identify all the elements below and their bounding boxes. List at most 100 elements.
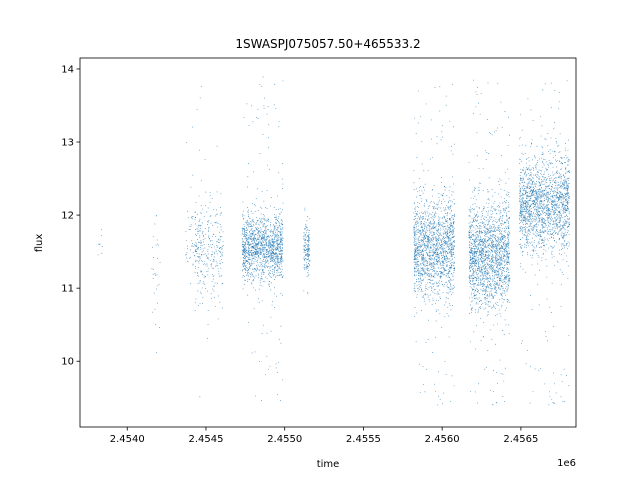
data-point	[260, 213, 262, 215]
data-point	[446, 242, 448, 244]
data-point	[422, 269, 424, 271]
data-point	[508, 226, 510, 228]
data-point	[431, 189, 433, 191]
data-point	[453, 126, 454, 128]
data-point	[488, 230, 490, 231]
data-point	[249, 278, 251, 280]
data-point	[483, 208, 485, 210]
data-point	[446, 232, 448, 234]
data-point	[451, 247, 453, 249]
data-point	[305, 254, 306, 256]
data-point	[414, 275, 416, 277]
data-point	[247, 238, 248, 240]
data-point	[445, 220, 446, 222]
data-point	[487, 251, 489, 253]
data-point	[241, 276, 243, 278]
data-point	[445, 187, 447, 189]
data-point	[424, 276, 426, 278]
data-point	[242, 240, 244, 242]
data-point	[267, 266, 269, 268]
data-point	[472, 234, 474, 236]
data-point	[208, 237, 210, 239]
data-point	[260, 253, 261, 255]
data-point	[450, 231, 452, 233]
data-point	[483, 289, 485, 291]
data-point	[247, 186, 249, 188]
data-point	[479, 264, 481, 266]
data-point	[476, 241, 478, 242]
data-point	[422, 243, 424, 245]
data-point	[474, 238, 476, 240]
data-point	[414, 259, 416, 261]
data-point	[281, 188, 283, 189]
data-point	[478, 187, 480, 189]
data-point	[216, 246, 218, 248]
data-point	[428, 255, 430, 257]
data-point	[442, 242, 444, 244]
data-point	[444, 249, 446, 251]
data-point	[413, 239, 415, 241]
data-point	[429, 205, 431, 207]
data-point	[485, 232, 487, 234]
data-point	[504, 277, 506, 279]
data-point	[476, 231, 478, 233]
data-point	[471, 277, 473, 279]
data-point	[507, 226, 509, 228]
data-point	[450, 309, 452, 311]
data-point	[414, 218, 415, 220]
data-point	[451, 215, 453, 217]
data-point	[219, 239, 221, 241]
data-point	[470, 211, 472, 213]
data-point	[199, 279, 201, 281]
data-point	[241, 254, 243, 255]
data-point	[253, 307, 255, 309]
data-point	[497, 268, 499, 270]
data-point	[275, 231, 277, 233]
data-point	[502, 215, 504, 217]
data-point	[423, 262, 425, 264]
data-point	[499, 261, 501, 263]
data-point	[417, 270, 419, 272]
data-point	[483, 280, 485, 282]
data-point	[259, 245, 261, 246]
data-point	[501, 286, 503, 288]
data-point	[494, 288, 495, 289]
data-point	[427, 264, 429, 266]
data-point	[481, 250, 483, 252]
data-point	[477, 239, 479, 240]
data-point	[248, 275, 250, 277]
data-point	[473, 218, 475, 220]
data-point	[281, 258, 283, 259]
data-point	[248, 234, 250, 236]
data-point	[475, 311, 477, 313]
data-point	[488, 231, 490, 233]
data-point	[212, 235, 214, 237]
data-point	[424, 272, 425, 274]
data-point	[491, 295, 493, 297]
data-point	[451, 254, 453, 256]
data-point	[506, 289, 508, 291]
data-point	[468, 208, 470, 210]
data-point	[426, 200, 427, 202]
data-point	[484, 243, 486, 245]
data-point	[490, 210, 492, 212]
data-point	[430, 276, 432, 278]
data-point	[416, 279, 417, 281]
data-point	[212, 233, 214, 235]
data-point	[416, 211, 418, 213]
data-point	[261, 237, 263, 238]
data-point	[451, 258, 453, 260]
data-point	[207, 207, 209, 209]
data-point	[420, 198, 422, 200]
data-point	[266, 332, 268, 334]
data-point	[493, 223, 495, 225]
data-point	[501, 218, 503, 219]
data-point	[265, 276, 267, 278]
data-point	[481, 274, 483, 276]
data-point	[430, 244, 432, 246]
data-point	[452, 236, 454, 238]
data-point	[271, 231, 273, 233]
data-point	[441, 241, 443, 243]
data-point	[256, 251, 258, 253]
data-point	[267, 236, 269, 238]
